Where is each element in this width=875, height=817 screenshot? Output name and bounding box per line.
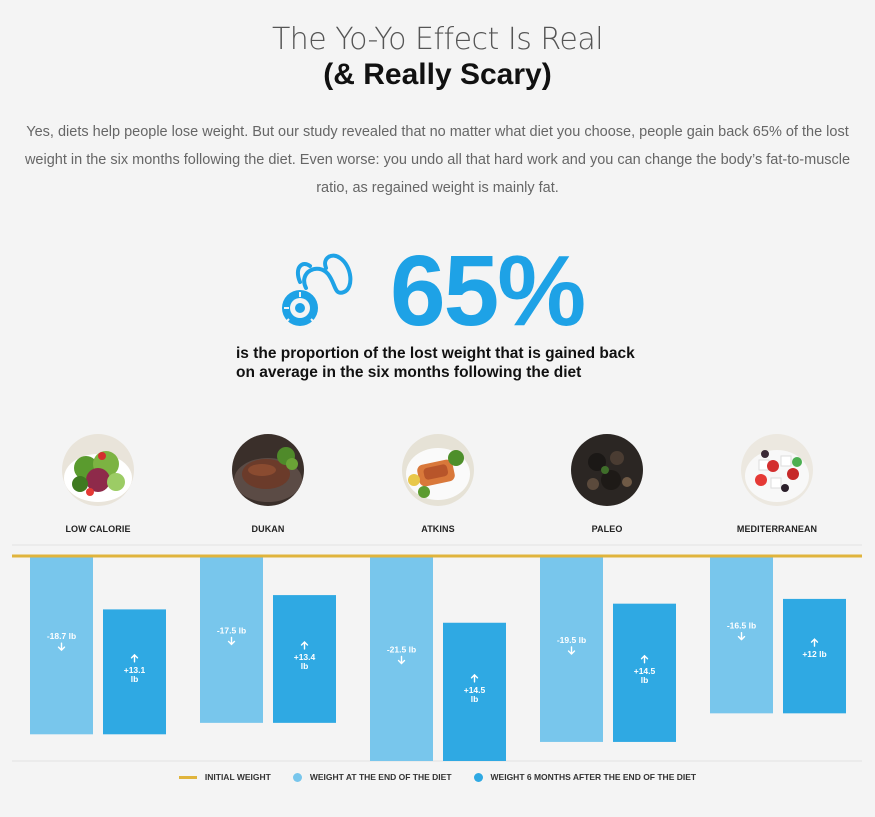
legend-six-months-after: WEIGHT 6 MONTHS AFTER THE END OF THE DIE… (473, 772, 697, 782)
paleo-photo (571, 434, 643, 506)
label-six-months-after: +13.4 (294, 652, 316, 662)
label-six-months-after: lb (301, 661, 309, 671)
legend-label: WEIGHT 6 MONTHS AFTER THE END OF THE DIE… (490, 772, 697, 782)
bar-six-months-after (273, 595, 336, 723)
bar-six-months-after (443, 622, 506, 761)
bar-six-months-after (613, 603, 676, 742)
down-arrow-icon (567, 646, 576, 655)
legend-end-of-diet: WEIGHT AT THE END OF THE DIET (292, 772, 452, 782)
legend-label: INITIAL WEIGHT (204, 772, 271, 782)
legend-initial-weight: INITIAL WEIGHT (178, 772, 271, 782)
label-end-of-diet: -17.5 lb (217, 625, 246, 635)
legend-label: WEIGHT AT THE END OF THE DIET (309, 772, 452, 782)
diet-label-low-calorie: LOW CALORIE (65, 524, 131, 534)
label-six-months-after: lb (641, 675, 649, 685)
down-arrow-icon (57, 642, 66, 652)
label-end-of-diet: -18.7 lb (47, 631, 76, 641)
intro-paragraph: Yes, diets help people lose weight. But … (24, 124, 851, 196)
label-six-months-after: lb (471, 694, 479, 704)
down-arrow-icon (397, 655, 406, 665)
up-arrow-icon (300, 640, 309, 650)
stat-value: 65% (390, 235, 586, 347)
up-arrow-icon (130, 653, 139, 663)
diet-label-paleo: PALEO (591, 524, 623, 534)
diet-label-dukan: DUKAN (251, 524, 285, 534)
low-calorie-photo (62, 434, 134, 506)
legend-line-swatch (178, 775, 197, 779)
stat-caption-line-2: on average in the six months following t… (236, 364, 582, 381)
measuring-tape-icon (282, 253, 353, 326)
title-line-1: The Yo-Yo Effect Is Real (271, 22, 604, 57)
legend-dot-swatch (292, 772, 302, 782)
label-six-months-after: +14.5 (464, 685, 486, 695)
dukan-photo (232, 434, 304, 506)
stat-caption-line-1: is the proportion of the lost weight tha… (236, 345, 635, 362)
label-six-months-after: +14.5 (634, 666, 656, 676)
label-end-of-diet: -19.5 lb (557, 635, 586, 645)
mediterranean-photo (741, 434, 813, 506)
bar-six-months-after (783, 598, 846, 714)
title-line-2: (& Really Scary) (323, 58, 552, 91)
weight-chart: -18.7 lb+13.1lb-17.5 lb+13.4lb-21.5 lb+1… (12, 544, 862, 762)
diet-label-atkins: ATKINS (421, 524, 455, 534)
atkins-photo (402, 434, 474, 506)
stat-caption: is the proportion of the lost weight tha… (236, 344, 656, 382)
up-arrow-icon (810, 638, 819, 647)
label-six-months-after: +12 lb (802, 649, 826, 659)
diet-label-mediterranean: MEDITERRANEAN (736, 524, 818, 534)
down-arrow-icon (227, 636, 236, 646)
up-arrow-icon (640, 654, 649, 664)
bar-six-months-after (103, 609, 166, 735)
legend-dot-swatch (473, 772, 483, 782)
label-six-months-after: lb (131, 674, 139, 684)
label-end-of-diet: -16.5 lb (727, 621, 756, 631)
down-arrow-icon (737, 631, 746, 641)
chart-legend: INITIAL WEIGHT WEIGHT AT THE END OF THE … (0, 772, 875, 782)
label-end-of-diet: -21.5 lb (387, 645, 416, 655)
label-six-months-after: +13.1 (124, 665, 146, 675)
up-arrow-icon (470, 673, 479, 683)
